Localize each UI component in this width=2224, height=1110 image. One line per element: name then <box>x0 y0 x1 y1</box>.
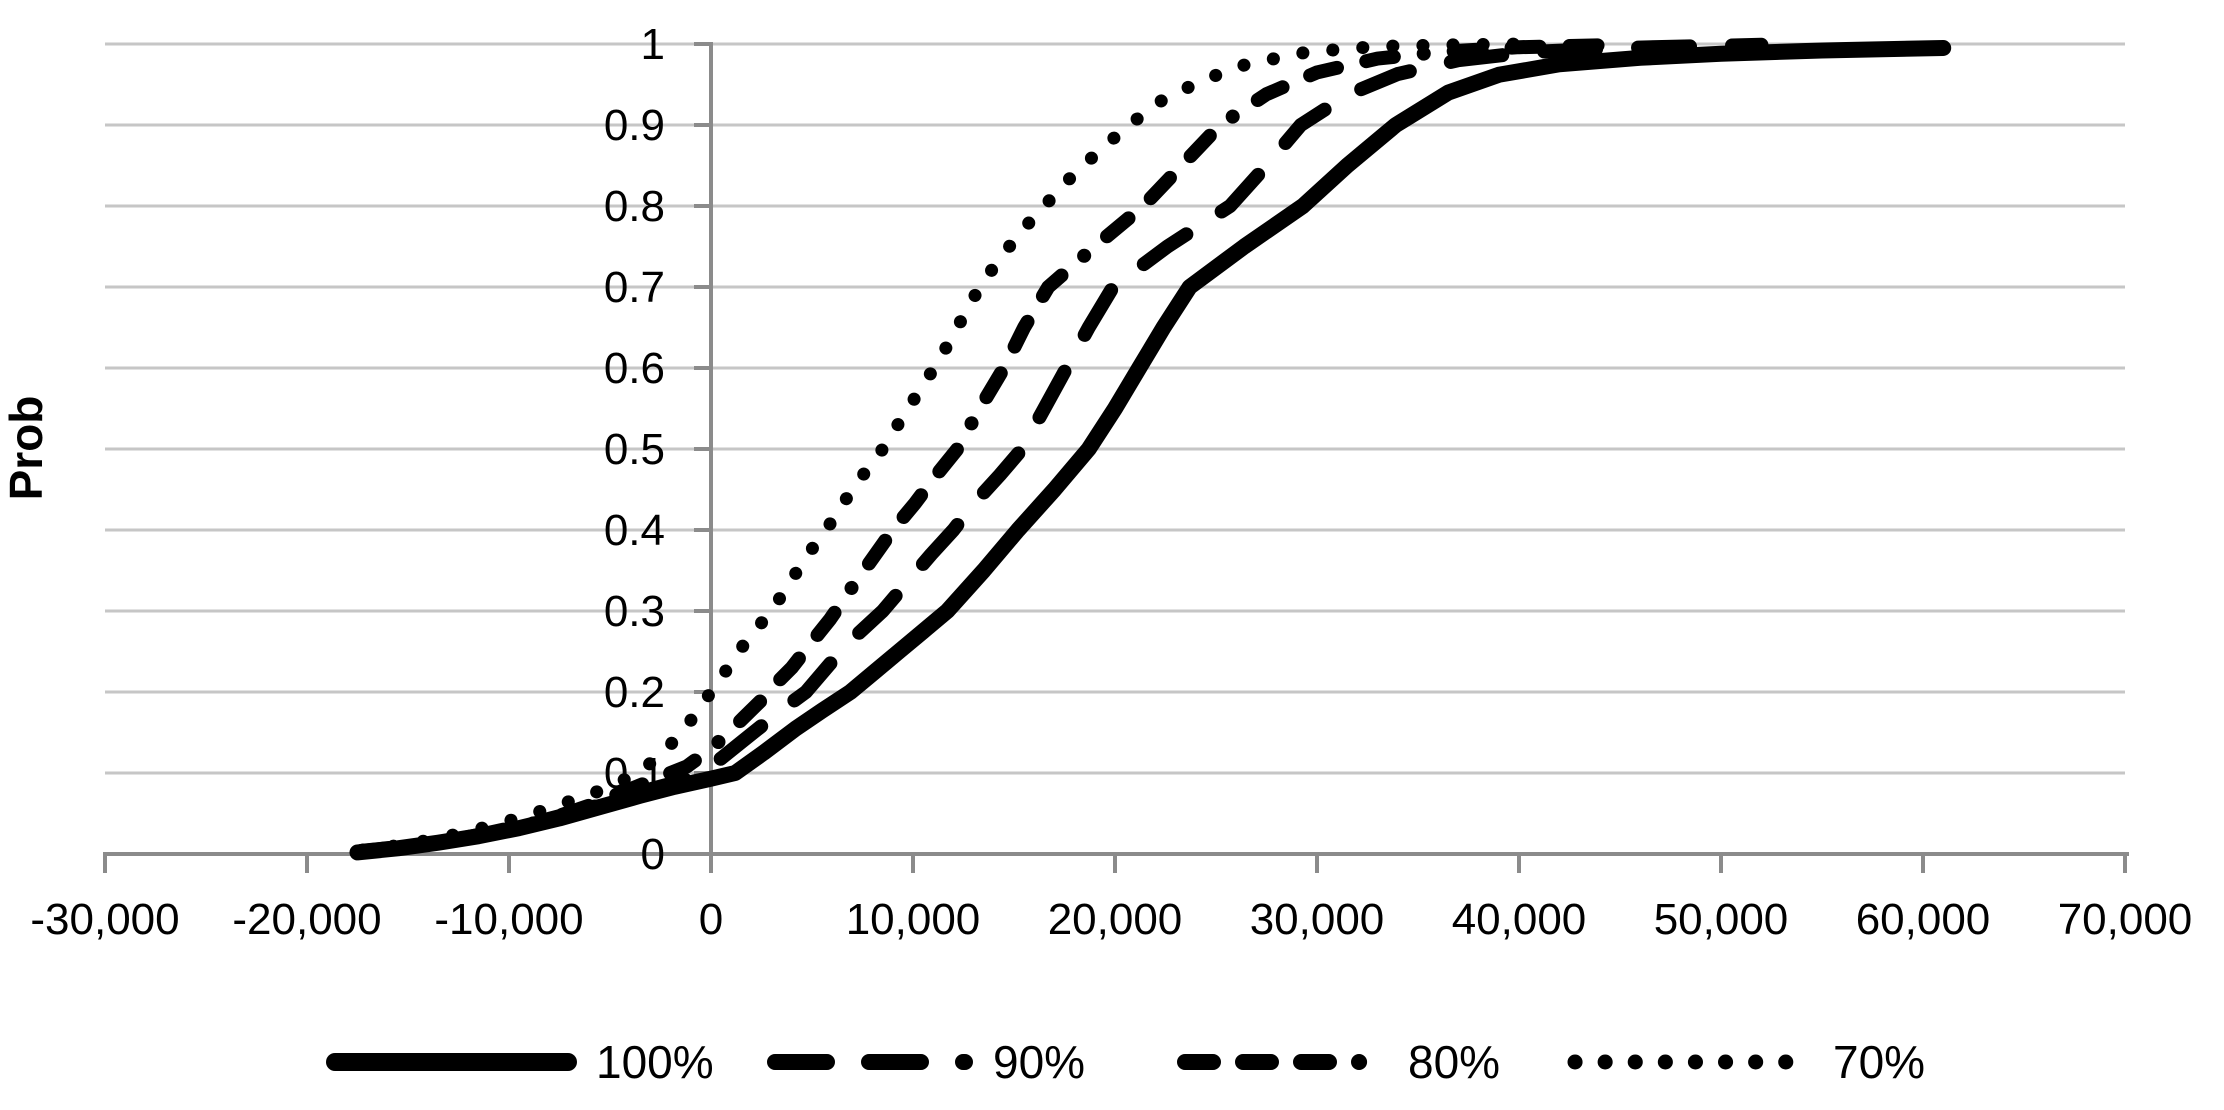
series-curve-80% <box>354 37 1627 858</box>
x-tick-label-10000: 10,000 <box>846 895 981 944</box>
y-tick-label-0: 0 <box>641 830 665 879</box>
x-tick-label--10000: -10,000 <box>434 895 583 944</box>
x-tick-label-40000: 40,000 <box>1452 895 1587 944</box>
y-tick-label-0.3: 0.3 <box>604 587 665 636</box>
y-tick-label-0.9: 0.9 <box>604 101 665 150</box>
y-tick-label-0.2: 0.2 <box>604 668 665 717</box>
series-curve-70% <box>357 37 1526 857</box>
legend-label-100%: 100% <box>596 1036 714 1088</box>
x-tick-label-70000: 70,000 <box>2058 895 2193 944</box>
y-tick-label-0.1: 0.1 <box>604 749 665 798</box>
legend-label-90%: 90% <box>993 1036 1085 1088</box>
series-curve-100% <box>349 40 1952 861</box>
y-axis-title: Prob <box>0 396 52 501</box>
y-tick-label-0.7: 0.7 <box>604 263 665 312</box>
x-tick-label--30000: -30,000 <box>30 895 179 944</box>
y-tick-label-0.6: 0.6 <box>604 344 665 393</box>
x-tick-label-50000: 50,000 <box>1654 895 1789 944</box>
legend-label-70%: 70% <box>1833 1036 1925 1088</box>
series-curve-90% <box>352 37 1769 859</box>
y-tick-label-0.4: 0.4 <box>604 506 665 555</box>
x-tick-label-0: 0 <box>699 895 723 944</box>
x-tick-label-20000: 20,000 <box>1048 895 1183 944</box>
legend-label-80%: 80% <box>1408 1036 1500 1088</box>
x-tick-label-60000: 60,000 <box>1856 895 1991 944</box>
y-tick-label-0.5: 0.5 <box>604 425 665 474</box>
y-tick-label-0.8: 0.8 <box>604 182 665 231</box>
x-tick-label--20000: -20,000 <box>232 895 381 944</box>
y-tick-label-1: 1 <box>641 20 665 69</box>
x-tick-label-30000: 30,000 <box>1250 895 1385 944</box>
